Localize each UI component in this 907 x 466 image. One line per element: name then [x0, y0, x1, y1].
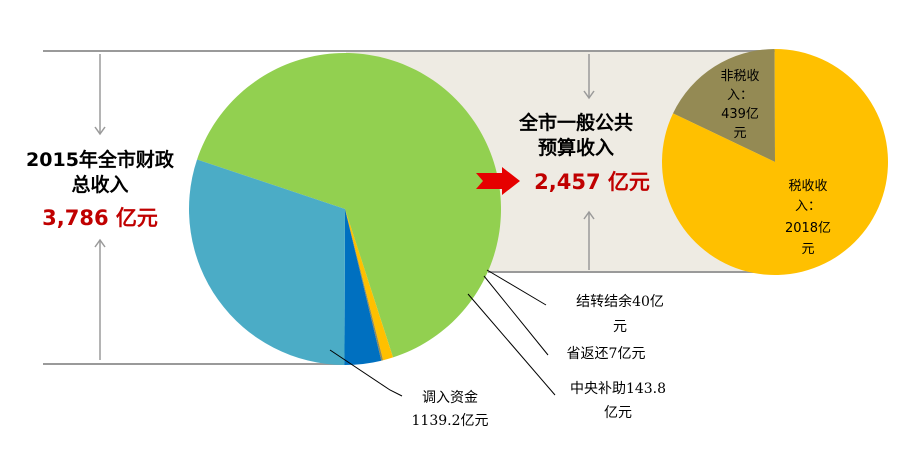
svg-text:1139.2亿元: 1139.2亿元 — [412, 413, 489, 429]
svg-text:元: 元 — [733, 126, 746, 141]
slice-label-transfer-in: 调入资金 1139.2亿元 — [412, 390, 489, 429]
slice-label-tax: 税收收 入： 2018亿 元 — [785, 179, 831, 257]
leader-line — [483, 275, 549, 356]
budget-value: 2,457 亿元 — [534, 170, 650, 194]
total-value: 3,786 亿元 — [42, 206, 158, 230]
total-revenue-pie — [188, 52, 501, 366]
svg-text:入：: 入： — [795, 199, 821, 214]
svg-text:亿元: 亿元 — [604, 405, 632, 421]
leader-line — [467, 293, 556, 396]
svg-text:439亿: 439亿 — [721, 107, 759, 122]
slice-tax-revenue — [662, 48, 889, 275]
leader-line — [486, 269, 547, 306]
svg-text:非税收: 非税收 — [720, 69, 759, 84]
svg-text:结转结余40亿: 结转结余40亿 — [576, 293, 664, 310]
slice-general-budget — [197, 52, 501, 358]
total-title-line2: 总收入 — [71, 173, 128, 196]
svg-text:元: 元 — [801, 242, 814, 257]
slice-nontax-revenue — [673, 49, 775, 162]
slice-provincial-return — [345, 209, 384, 361]
leader-lines — [329, 269, 556, 397]
svg-text:调入资金: 调入资金 — [422, 390, 478, 406]
slice-transfer-in — [188, 159, 345, 365]
slice-label-nontax: 非税收 入： 439亿 元 — [720, 69, 759, 141]
arrow-head-icon — [94, 238, 106, 248]
red-arrow-icon — [476, 167, 520, 195]
slice-label-provincial-return: 省返还7亿元 — [567, 346, 646, 362]
svg-text:税收收: 税收收 — [788, 179, 827, 194]
slice-label-central-subsidy: 中央补助143.8 亿元 — [570, 381, 666, 421]
budget-title-line1: 全市一般公共 — [518, 111, 633, 134]
guide-lines — [43, 50, 777, 365]
svg-text:元: 元 — [613, 319, 627, 335]
leader-line — [329, 349, 403, 397]
total-title-line1: 2015年全市财政 — [26, 148, 175, 171]
svg-text:入：: 入： — [727, 88, 753, 103]
budget-title-line2: 预算收入 — [538, 136, 614, 159]
arrow-head-icon — [583, 90, 595, 100]
slice-central-subsidy — [344, 209, 382, 366]
slice-label-carryover: 结转结余40亿 元 — [576, 293, 664, 335]
arrow-head-icon — [94, 126, 106, 136]
svg-text:中央补助143.8: 中央补助143.8 — [570, 381, 666, 397]
budget-revenue-pie — [662, 48, 889, 275]
svg-text:2018亿: 2018亿 — [785, 221, 831, 236]
slice-carryover — [345, 209, 394, 361]
arrow-head-icon — [583, 210, 595, 220]
svg-text:省返还7亿元: 省返还7亿元 — [567, 346, 646, 362]
